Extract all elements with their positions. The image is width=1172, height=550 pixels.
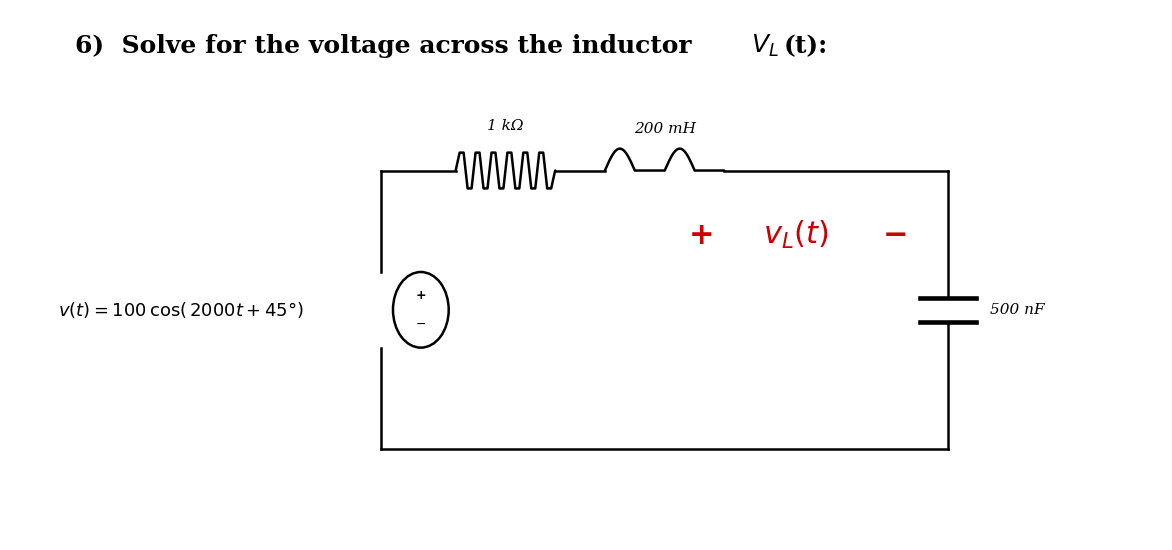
Text: 200 mH: 200 mH [634,122,695,136]
Text: $\mathit{v_L(t)}$: $\mathit{v_L(t)}$ [763,219,830,251]
Text: +: + [416,289,427,302]
Text: $v(t) = 100\,\mathrm{cos}(\,2000t + 45°)$: $v(t) = 100\,\mathrm{cos}(\,2000t + 45°)… [57,300,304,320]
Text: 6)  Solve for the voltage across the inductor: 6) Solve for the voltage across the indu… [75,34,700,58]
Text: +: + [689,221,715,250]
Text: $V_L$: $V_L$ [751,33,779,59]
Text: 500 nF: 500 nF [990,303,1044,317]
Text: −: − [416,318,427,331]
Text: (t):: (t): [784,34,829,58]
Text: 1 kΩ: 1 kΩ [488,119,524,133]
Text: −: − [884,221,908,250]
